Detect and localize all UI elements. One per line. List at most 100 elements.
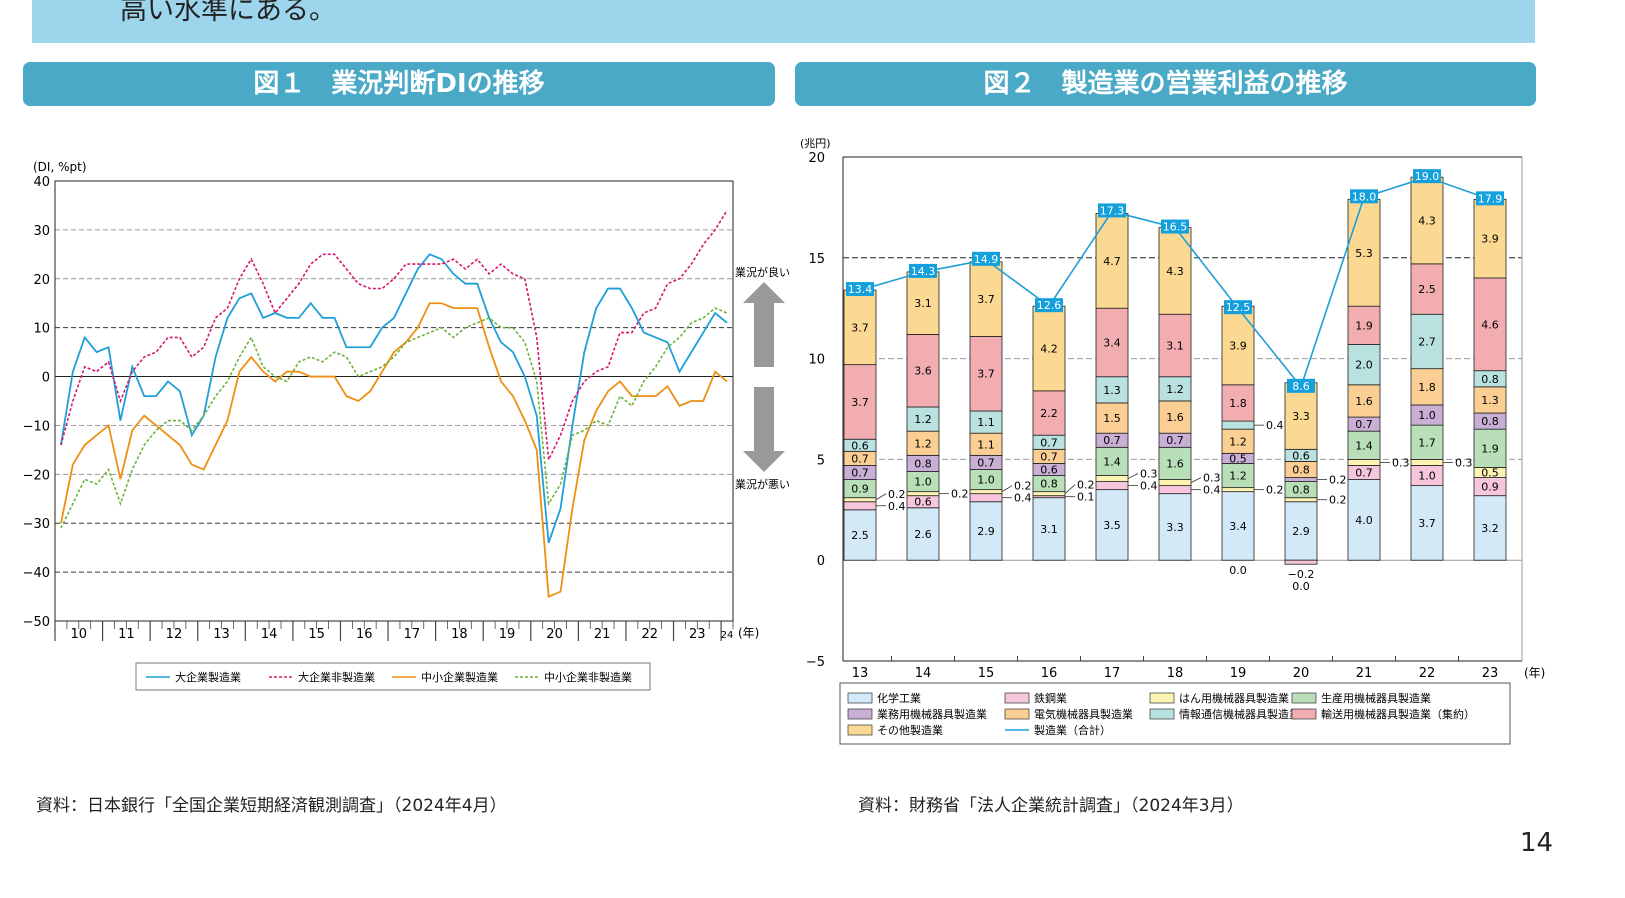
bar-value-label: 4.2 [1040,343,1058,356]
bar-value-label: 0.8 [1292,484,1310,497]
figure2-title: 図２ 製造業の営業利益の推移 [795,62,1536,106]
bar-segment [843,501,877,511]
bar-value-label: 1.4 [1355,439,1373,452]
figure1-source: 資料：日本銀行「全国企業短期経済観測調査」（2024年4月） [36,796,507,816]
bar-value-label: 3.3 [1292,410,1310,423]
bar-value-label: 2.5 [851,529,869,542]
legend-swatch [847,708,873,720]
x-tick-label: 12 [166,627,183,642]
x-tick-label: 13 [852,666,869,681]
bar-value-label: 3.1 [1040,523,1058,536]
bar-value-label: 0.4 [1014,492,1032,505]
x-tick-label: 20 [546,627,563,642]
y-tick-label: −50 [23,615,50,630]
y-tick-label: 10 [33,322,50,337]
bar-value-label: 2.6 [914,528,932,541]
legend-label: はん用機械器具製造業 [1179,691,1289,705]
bar-value-label: 0.3 [1455,456,1473,469]
bar-value-label: 1.8 [1418,381,1436,394]
bar-stack-22: 3.7 1.0 0.3 1.7 1.0 1.8 2.7 2.5 4.3 [1410,176,1473,561]
bar-segment [1221,420,1255,430]
bar-segment [1095,376,1129,404]
x-tick-label: 23 [1482,666,1499,681]
bar-segment [843,497,877,503]
bar-segment [843,509,877,561]
total-value-label: 13.4 [848,283,873,296]
bar-value-label: 0.7 [851,452,869,465]
bar-segment [969,261,1003,337]
annotation-bad: 業況が悪い [735,477,790,491]
bar-value-label: 1.1 [977,416,995,429]
leader-line [1001,485,1013,492]
bar-segment [1473,277,1507,372]
bar-value-label: 3.5 [1103,519,1121,532]
series-line-1 [60,253,728,544]
bar-value-label: 2.5 [1418,283,1436,296]
bar-segment [1347,384,1381,418]
y-tick-label: 10 [808,353,825,368]
total-label-box [1161,219,1189,234]
down-arrow-icon [743,387,785,472]
total-value-label: 17.9 [1478,192,1503,205]
bar-value-label: 0.2 [888,488,906,501]
total-value-label: 16.5 [1163,221,1188,234]
total-label-box [909,263,937,278]
x-tick-label: 17 [1104,666,1121,681]
bar-value-label: 0.3 [1140,468,1158,481]
bar-value-label: 1.3 [1103,384,1121,397]
bar-value-label: 1.4 [1103,455,1121,468]
y-tick-label: −30 [23,517,50,532]
x-tick-label: 24 [721,630,734,641]
series-line-4 [60,307,728,529]
x-tick-label: 16 [1041,666,1058,681]
total-label-box [1224,300,1252,315]
bar-value-label: 0.9 [851,483,869,496]
bar-value-label: 0.8 [1292,463,1310,476]
total-label-box [972,251,1000,266]
bar-segment [969,493,1003,503]
bar-segment [906,491,940,497]
bar-value-label: 0.7 [1355,418,1373,431]
bar-segment [1347,344,1381,386]
total-label-box [1476,191,1504,206]
figure2-source: 資料：財務省「法人企業統計調査」（2024年3月） [858,796,1244,816]
legend-label: 大企業非製造業 [298,670,375,684]
legend-swatch [847,724,873,736]
total-label-box [1287,378,1315,393]
total-label-box [1035,298,1063,313]
page-number: 14 [1520,828,1554,858]
bar-value-label: 1.2 [1229,470,1247,483]
series-line-3 [60,302,728,598]
bar-segment [1410,458,1444,466]
bar-value-label: 3.9 [1229,339,1247,352]
bar-value-label: 2.9 [1292,525,1310,538]
banner-text: 高い水準にある。 [120,0,336,26]
bar-value-label: 0.7 [977,456,995,469]
bar-value-label: 1.2 [914,437,932,450]
x-tick-label: 23 [689,627,706,642]
bar-value-label: 2.7 [1418,335,1436,348]
bar-segment [1158,485,1192,495]
x-tick-label: 15 [308,627,325,642]
total-label-box [1350,189,1378,204]
bar-stack-13: 2.50.40.20.90.70.70.63.73.7 [843,289,906,561]
bar-segment [1284,497,1318,503]
y-axis-unit: (兆円) [800,137,831,150]
y-tick-label: 5 [817,453,825,468]
bar-value-label: 0.3 [1392,456,1410,469]
plot-frame [54,180,734,622]
x-tick-label: 15 [978,666,995,681]
bar-value-label: 3.4 [1103,336,1121,349]
bar-value-label: 1.0 [1418,470,1436,483]
bar-value-label: −0.2 [1288,568,1315,581]
x-axis-unit: (年) [738,626,759,640]
bar-value-label: 4.3 [1166,265,1184,278]
total-value-label: 12.5 [1226,301,1251,314]
bar-segment [969,489,1003,495]
bar-segment [906,507,940,561]
x-tick-label: 22 [641,627,658,642]
bar-value-label: 0.0 [1292,580,1310,593]
bar-value-label: 0.3 [1203,472,1221,485]
bar-value-label: 3.1 [1166,339,1184,352]
bar-segment [1158,446,1192,480]
